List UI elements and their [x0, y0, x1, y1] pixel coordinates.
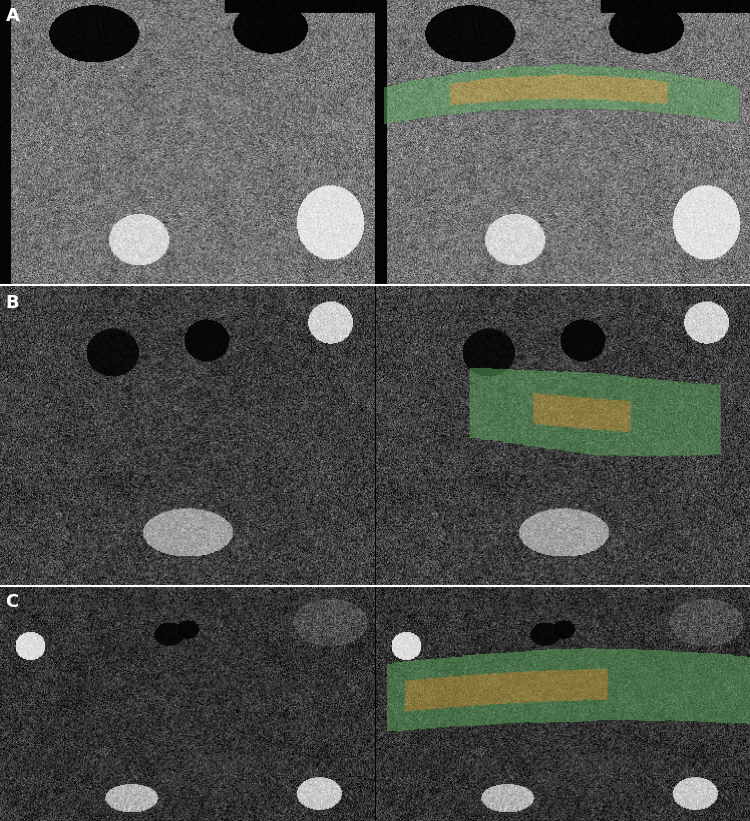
Text: B: B [5, 294, 20, 312]
Text: C: C [5, 593, 19, 611]
Text: A: A [5, 7, 20, 25]
